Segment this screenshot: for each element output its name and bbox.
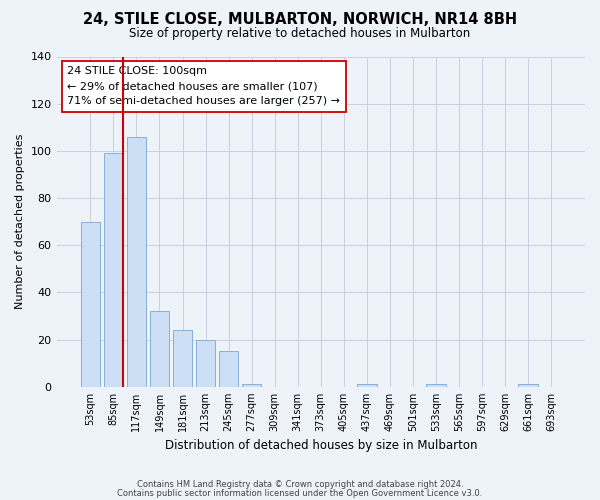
Text: 24 STILE CLOSE: 100sqm
← 29% of detached houses are smaller (107)
71% of semi-de: 24 STILE CLOSE: 100sqm ← 29% of detached…	[67, 66, 340, 106]
Bar	[518, 384, 538, 387]
Bar	[80, 222, 100, 387]
Y-axis label: Number of detached properties: Number of detached properties	[15, 134, 25, 310]
Text: Contains public sector information licensed under the Open Government Licence v3: Contains public sector information licen…	[118, 488, 482, 498]
Bar	[196, 340, 215, 387]
Bar	[242, 384, 262, 387]
Bar	[127, 136, 146, 387]
Text: Size of property relative to detached houses in Mulbarton: Size of property relative to detached ho…	[130, 28, 470, 40]
Bar	[219, 352, 238, 387]
Bar	[357, 384, 377, 387]
Bar	[104, 153, 123, 387]
Text: Contains HM Land Registry data © Crown copyright and database right 2024.: Contains HM Land Registry data © Crown c…	[137, 480, 463, 489]
Bar	[426, 384, 446, 387]
Bar	[149, 312, 169, 387]
Text: 24, STILE CLOSE, MULBARTON, NORWICH, NR14 8BH: 24, STILE CLOSE, MULBARTON, NORWICH, NR1…	[83, 12, 517, 28]
Bar	[173, 330, 193, 387]
X-axis label: Distribution of detached houses by size in Mulbarton: Distribution of detached houses by size …	[164, 440, 477, 452]
